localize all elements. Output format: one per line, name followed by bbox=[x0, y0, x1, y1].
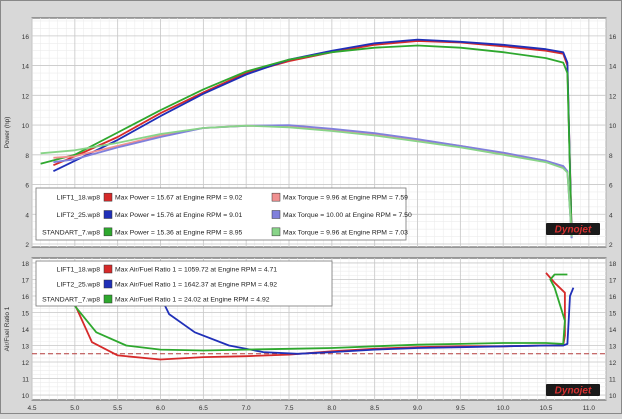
panel-1: 2 2 4 4 6 6 8 8 10 10 12 12 14 14 16 16 Power (hp) LIFT1_… bbox=[4, 17, 617, 249]
legend-file-name: STANDART_7.wp8 bbox=[42, 229, 100, 236]
y-tick-label-left: 10 bbox=[22, 393, 30, 400]
legend-power-text: Max Power = 15.36 at Engine RPM = 8.95 bbox=[115, 229, 243, 236]
dynojet-logo-watermark: Dynojet bbox=[546, 384, 600, 397]
legend-power-text: Max Power = 15.67 at Engine RPM = 9.02 bbox=[115, 195, 243, 202]
dynojet-logo-watermark: Dynojet bbox=[546, 223, 600, 236]
legend-afr-text: Max Air/Fuel Ratio 1 = 1642.37 at Engine… bbox=[115, 282, 277, 289]
y-tick-label-right: 14 bbox=[609, 327, 617, 334]
y-tick-label-left: 6 bbox=[25, 183, 29, 190]
y-tick-label-right: 17 bbox=[609, 277, 617, 284]
legend-swatch bbox=[103, 210, 113, 219]
x-tick-label: 5.0 bbox=[70, 405, 79, 412]
logo-bg bbox=[546, 223, 600, 235]
legend-swatch bbox=[103, 294, 113, 304]
y-tick-label-right: 4 bbox=[609, 212, 613, 219]
x-tick-label: 6.0 bbox=[156, 405, 165, 412]
y-tick-label-right: 8 bbox=[609, 153, 613, 160]
legend-swatch bbox=[103, 279, 113, 289]
legend-swatch bbox=[271, 210, 281, 219]
y-axis-label: Air/Fuel Ratio 1 bbox=[4, 306, 11, 351]
legend: LIFT1_18.wp8 Max Air/Fuel Ratio 1 = 1059.… bbox=[35, 260, 333, 307]
logo-bg bbox=[546, 384, 600, 396]
y-tick-label-right: 12 bbox=[609, 93, 617, 100]
series-line-afr-2 bbox=[74, 273, 568, 352]
x-tick-label: 9.0 bbox=[413, 405, 422, 412]
y-tick-label-left: 18 bbox=[22, 261, 30, 268]
y-axis-label: Power (hp) bbox=[4, 117, 11, 149]
legend-afr-text: Max Air/Fuel Ratio 1 = 1059.72 at Engine… bbox=[115, 267, 277, 274]
series-line-afr-1 bbox=[155, 287, 575, 355]
logo-text: Dynojet bbox=[555, 225, 592, 236]
y-tick-label-left: 12 bbox=[22, 360, 30, 367]
legend-torque-text: Max Torque = 9.96 at Engine RPM = 7.03 bbox=[283, 229, 408, 236]
legend-file-name: LIFT1_18.wp8 bbox=[57, 195, 101, 202]
x-tick-label: 10.0 bbox=[497, 405, 510, 412]
y-tick-label-right: 10 bbox=[609, 393, 617, 400]
series-line-power-1 bbox=[53, 38, 573, 239]
legend-file-name: STANDART_7.wp8 bbox=[42, 297, 100, 304]
series-line-torque-5 bbox=[40, 124, 573, 237]
y-tick-label-left: 17 bbox=[22, 277, 30, 284]
legend-afr-text: Max Air/Fuel Ratio 1 = 24.02 at Engine R… bbox=[115, 297, 270, 304]
y-tick-label-left: 15 bbox=[22, 310, 30, 317]
y-tick-label-left: 12 bbox=[22, 93, 30, 100]
legend-box bbox=[35, 260, 333, 307]
y-tick-label-left: 4 bbox=[25, 212, 29, 219]
legend-power-text: Max Power = 15.76 at Engine RPM = 9.01 bbox=[115, 212, 243, 219]
y-tick-label-right: 18 bbox=[609, 261, 617, 268]
y-tick-label-right: 11 bbox=[609, 377, 616, 384]
x-tick-label: 6.5 bbox=[199, 405, 208, 412]
y-tick-label-right: 10 bbox=[609, 123, 617, 130]
y-tick-label-right: 14 bbox=[609, 64, 617, 71]
x-tick-label: 7.5 bbox=[284, 405, 293, 412]
y-tick-label-left: 16 bbox=[22, 34, 30, 41]
y-tick-label-left: 13 bbox=[22, 344, 30, 351]
series-group bbox=[73, 272, 575, 361]
y-tick-label-right: 16 bbox=[609, 294, 617, 301]
x-tick-label: 8.0 bbox=[327, 405, 336, 412]
y-tick-label-left: 16 bbox=[22, 294, 30, 301]
logo-text: Dynojet bbox=[555, 386, 592, 397]
y-tick-label-right: 12 bbox=[609, 360, 617, 367]
legend-swatch bbox=[271, 227, 281, 237]
panel-2: 10 10 11 11 12 12 13 13 14 14 15 15 16 16 17 17 18 18 Air/… bbox=[4, 257, 617, 401]
y-tick-label-right: 2 bbox=[609, 242, 613, 249]
y-tick-label-left: 8 bbox=[25, 153, 29, 160]
legend-torque-text: Max Torque = 9.96 at Engine RPM = 7.59 bbox=[283, 195, 408, 202]
legend: LIFT1_18.wp8 Max Power = 15.67 at Engine … bbox=[35, 187, 412, 241]
legend-box bbox=[35, 187, 407, 241]
x-tick-label: 10.5 bbox=[540, 405, 553, 412]
legend-swatch bbox=[271, 192, 281, 202]
y-tick-label-left: 14 bbox=[22, 327, 30, 334]
y-tick-label-right: 16 bbox=[609, 34, 617, 41]
series-line-power-0 bbox=[53, 40, 573, 236]
y-tick-label-left: 11 bbox=[22, 377, 29, 384]
x-tick-label: 4.5 bbox=[27, 405, 36, 412]
x-tick-label: 9.5 bbox=[456, 405, 465, 412]
legend-file-name: LIFT2_25.wp8 bbox=[57, 282, 101, 289]
legend-swatch bbox=[103, 264, 113, 274]
y-tick-label-left: 10 bbox=[22, 123, 30, 130]
y-tick-label-left: 2 bbox=[25, 242, 29, 249]
legend-swatch bbox=[103, 192, 113, 202]
x-tick-label: 8.5 bbox=[370, 405, 379, 412]
legend-torque-text: Max Torque = 10.00 at Engine RPM = 7.50 bbox=[283, 212, 412, 219]
legend-file-name: LIFT2_25.wp8 bbox=[57, 212, 101, 219]
x-tick-label: 11.0 bbox=[583, 405, 596, 412]
legend-swatch bbox=[103, 227, 113, 237]
legend-file-name: LIFT1_18.wp8 bbox=[57, 267, 101, 274]
y-tick-label-right: 15 bbox=[609, 310, 617, 317]
series-group bbox=[40, 38, 573, 239]
series-line-power-2 bbox=[40, 44, 573, 237]
series-line-torque-4 bbox=[53, 124, 573, 239]
x-tick-label: 7.0 bbox=[242, 405, 251, 412]
y-tick-label-right: 6 bbox=[609, 183, 613, 190]
y-tick-label-left: 14 bbox=[22, 64, 30, 71]
x-tick-label: 5.5 bbox=[113, 405, 122, 412]
y-tick-label-right: 13 bbox=[609, 344, 617, 351]
